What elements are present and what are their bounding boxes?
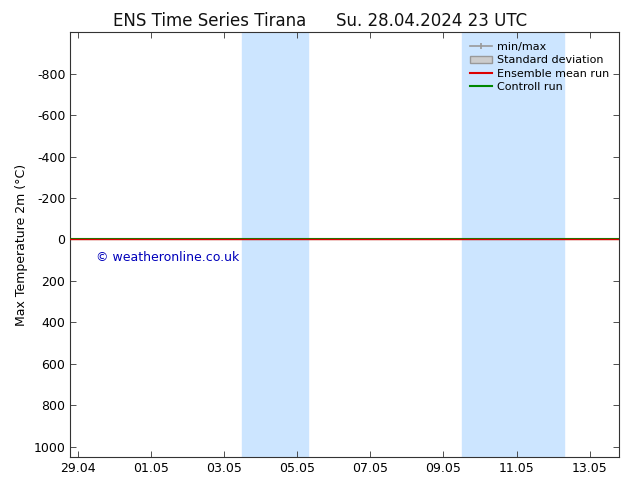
Text: ENS Time Series Tirana: ENS Time Series Tirana: [113, 12, 306, 30]
Text: Su. 28.04.2024 23 UTC: Su. 28.04.2024 23 UTC: [335, 12, 527, 30]
Bar: [242, 32, 308, 457]
Y-axis label: Max Temperature 2m (°C): Max Temperature 2m (°C): [15, 164, 28, 326]
Text: © weatheronline.co.uk: © weatheronline.co.uk: [96, 251, 239, 264]
Legend: min/max, Standard deviation, Ensemble mean run, Controll run: min/max, Standard deviation, Ensemble me…: [465, 38, 614, 97]
Bar: [462, 32, 564, 457]
